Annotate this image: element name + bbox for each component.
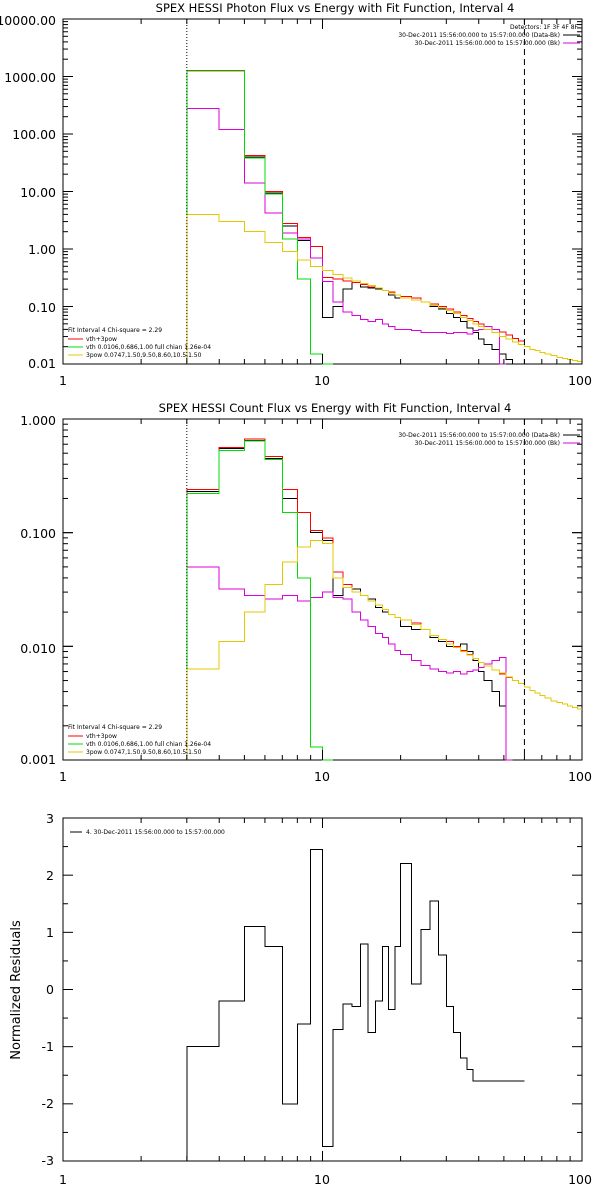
series-line-green	[186, 70, 334, 365]
y-tick-label: 3	[46, 811, 54, 826]
x-tick-label: 1	[59, 769, 67, 784]
residuals-tick-marks	[62, 817, 583, 1162]
x-tick-label: 100	[568, 373, 592, 388]
y-tick-label: 0.010	[20, 641, 56, 656]
series-line-black	[186, 848, 525, 1161]
legend-data-label: 30-Dec-2011 15:56:00.000 to 15:57:00.000…	[398, 32, 560, 39]
x-tick-label: 100	[568, 1172, 592, 1187]
y-tick-label: 1000.00	[4, 70, 56, 85]
count-flux-tick-marks	[62, 418, 583, 761]
photon-flux-panel: SPEX HESSI Photon Flux vs Energy with Fi…	[0, 1, 592, 388]
x-tick-label: 1	[59, 1172, 67, 1187]
series-line-black	[186, 439, 513, 761]
y-tick-label: 1.000	[20, 413, 56, 428]
y-tick-label: 0.001	[20, 752, 56, 767]
series-line-yellow	[186, 540, 582, 760]
legend-vth-label: vth 0.0106,0.686,1.00 full chian 1.26e-0…	[86, 344, 211, 351]
count-flux-panel: SPEX HESSI Count Flux vs Energy with Fit…	[20, 401, 592, 784]
y-tick-label: 0.10	[28, 300, 56, 315]
series-line-black	[186, 70, 525, 365]
fit-interval-label: Fit Interval 4 Chi-square = 2.29	[68, 327, 162, 334]
detectors-label: Detectors: 1F 3F 4F 8F	[510, 24, 579, 31]
legend-3pow-label: 3pow 0.0747,1.50,9.50,8.60,10.5,1.50	[86, 749, 202, 756]
y-tick-label: -3	[42, 1153, 54, 1168]
y-tick-label: 2	[46, 868, 54, 883]
series-line-red	[186, 69, 525, 364]
y-tick-label: 1	[46, 925, 54, 940]
legend-3pow-label: 3pow 0.0747,1.50,9.50,8.60,10.5,1.50	[86, 352, 202, 359]
count-flux-title: SPEX HESSI Count Flux vs Energy with Fit…	[159, 401, 512, 415]
photon-flux-title: SPEX HESSI Photon Flux vs Energy with Fi…	[156, 1, 515, 15]
count-flux-frame	[62, 418, 583, 761]
y-tick-label: 0.01	[28, 356, 56, 371]
y-tick-label: 100.00	[12, 127, 56, 142]
legend-bk-label: 30-Dec-2011 15:56:00.000 to 15:57:00.000…	[415, 40, 560, 47]
y-tick-label: 0.100	[20, 526, 56, 541]
photon-flux-tick-marks	[62, 18, 583, 365]
series-line-magenta	[186, 566, 513, 761]
y-tick-label: -1	[42, 1039, 54, 1054]
count-flux-series	[186, 438, 582, 761]
x-tick-label: 10	[314, 373, 330, 388]
residuals-series	[186, 848, 525, 1161]
legend-vth-label: vth 0.0106,0.686,1.00 full chian 1.26e-0…	[86, 741, 211, 748]
y-tick-label: 1.00	[28, 242, 56, 257]
y-tick-label: 0	[46, 982, 54, 997]
y-tick-label: -2	[42, 1096, 54, 1111]
y-tick-label: 10.00	[20, 185, 56, 200]
y-tick-label: 10000.00	[0, 13, 56, 28]
fit-interval-label: Fit Interval 4 Chi-square = 2.29	[68, 724, 162, 731]
series-line-green	[186, 440, 334, 761]
legend-data-label: 30-Dec-2011 15:56:00.000 to 15:57:00.000…	[398, 432, 560, 439]
legend-bk-label: 30-Dec-2011 15:56:00.000 to 15:57:00.000…	[415, 440, 560, 447]
x-tick-label: 10	[314, 1172, 330, 1187]
x-tick-label: 100	[568, 769, 592, 784]
x-tick-label: 10	[314, 769, 330, 784]
legend-residual-label: 4. 30-Dec-2011 15:56:00.000 to 15:57:00.…	[86, 829, 225, 836]
x-tick-label: 1	[59, 373, 67, 388]
legend-fit-label: vth+3pow	[86, 733, 117, 740]
series-line-magenta	[186, 107, 507, 365]
residuals-y-axis-label: Normalized Residuals	[9, 920, 24, 1060]
legend-fit-label: vth+3pow	[86, 336, 117, 343]
residuals-panel: Normalized Residuals 3 2 1 0 -1 -2 -3 1 …	[9, 811, 592, 1187]
photon-flux-series	[186, 69, 582, 365]
series-line-yellow	[186, 213, 582, 364]
